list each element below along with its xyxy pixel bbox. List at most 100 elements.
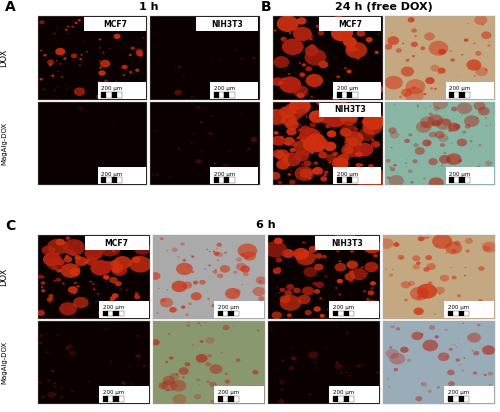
Circle shape (314, 369, 316, 370)
Circle shape (320, 297, 322, 300)
Circle shape (454, 124, 460, 129)
Circle shape (165, 133, 166, 135)
Circle shape (416, 121, 432, 133)
Circle shape (484, 374, 487, 376)
Circle shape (79, 361, 80, 362)
Circle shape (293, 85, 308, 97)
Circle shape (304, 161, 312, 166)
Circle shape (343, 151, 345, 153)
Circle shape (324, 171, 328, 174)
Circle shape (210, 400, 216, 403)
Circle shape (134, 243, 150, 255)
Circle shape (417, 107, 419, 108)
Circle shape (412, 264, 420, 269)
Circle shape (110, 263, 124, 273)
Circle shape (272, 77, 283, 86)
Circle shape (340, 112, 357, 126)
Circle shape (145, 331, 147, 333)
Bar (333, 167, 382, 184)
Circle shape (112, 267, 120, 273)
Circle shape (366, 298, 369, 300)
Circle shape (166, 389, 170, 391)
Circle shape (367, 237, 376, 243)
Circle shape (312, 282, 317, 286)
Circle shape (98, 38, 102, 40)
Circle shape (289, 98, 311, 115)
Circle shape (223, 312, 226, 314)
Circle shape (474, 101, 486, 110)
Bar (230, 92, 234, 98)
Circle shape (110, 360, 112, 362)
Circle shape (238, 243, 258, 258)
Circle shape (98, 395, 102, 398)
Circle shape (138, 372, 139, 373)
Circle shape (107, 160, 109, 162)
Text: 200 μm: 200 μm (334, 305, 354, 310)
Circle shape (450, 143, 452, 144)
Text: 24 h (free DOX): 24 h (free DOX) (335, 2, 433, 12)
Circle shape (400, 281, 410, 288)
Circle shape (436, 287, 445, 294)
Circle shape (118, 314, 123, 317)
Circle shape (423, 178, 426, 180)
Circle shape (114, 34, 120, 39)
Circle shape (212, 95, 214, 97)
Circle shape (375, 128, 376, 129)
Circle shape (222, 325, 230, 330)
Bar (219, 178, 224, 183)
Circle shape (206, 174, 208, 175)
Circle shape (438, 293, 441, 295)
Circle shape (350, 115, 352, 117)
Circle shape (44, 253, 62, 265)
Circle shape (284, 137, 295, 146)
Circle shape (232, 395, 238, 399)
Circle shape (234, 301, 238, 304)
Bar (464, 396, 469, 402)
Circle shape (438, 134, 448, 142)
Circle shape (421, 333, 424, 335)
Circle shape (60, 395, 64, 398)
Circle shape (280, 119, 286, 123)
Text: MagAlg-DOX: MagAlg-DOX (1, 122, 7, 165)
Circle shape (47, 297, 53, 302)
Circle shape (86, 51, 88, 53)
Circle shape (458, 159, 462, 162)
Bar (448, 311, 453, 316)
Circle shape (128, 25, 130, 27)
Circle shape (208, 251, 210, 252)
Circle shape (278, 81, 283, 85)
Bar (458, 396, 464, 402)
Circle shape (306, 66, 312, 71)
Circle shape (466, 250, 469, 253)
Circle shape (43, 276, 44, 278)
Circle shape (66, 33, 68, 34)
Circle shape (276, 287, 278, 288)
Circle shape (47, 59, 54, 65)
Circle shape (270, 172, 280, 180)
Circle shape (482, 242, 497, 253)
Circle shape (106, 261, 111, 264)
Circle shape (270, 329, 273, 331)
Circle shape (103, 275, 108, 279)
Circle shape (312, 168, 320, 174)
Circle shape (129, 256, 152, 273)
Circle shape (242, 104, 244, 105)
Circle shape (364, 171, 369, 175)
Circle shape (276, 150, 289, 160)
Text: DOX: DOX (0, 268, 8, 286)
Circle shape (110, 296, 116, 300)
Circle shape (208, 21, 210, 23)
Circle shape (71, 250, 74, 252)
Circle shape (283, 377, 284, 378)
Circle shape (370, 287, 374, 289)
Circle shape (62, 282, 65, 285)
Circle shape (130, 24, 134, 27)
Circle shape (438, 49, 446, 55)
Bar (330, 301, 379, 318)
Circle shape (428, 131, 436, 138)
Circle shape (468, 23, 469, 24)
Circle shape (53, 382, 56, 384)
Text: NIH3T3: NIH3T3 (212, 20, 243, 29)
Circle shape (282, 77, 286, 80)
Circle shape (276, 159, 289, 170)
